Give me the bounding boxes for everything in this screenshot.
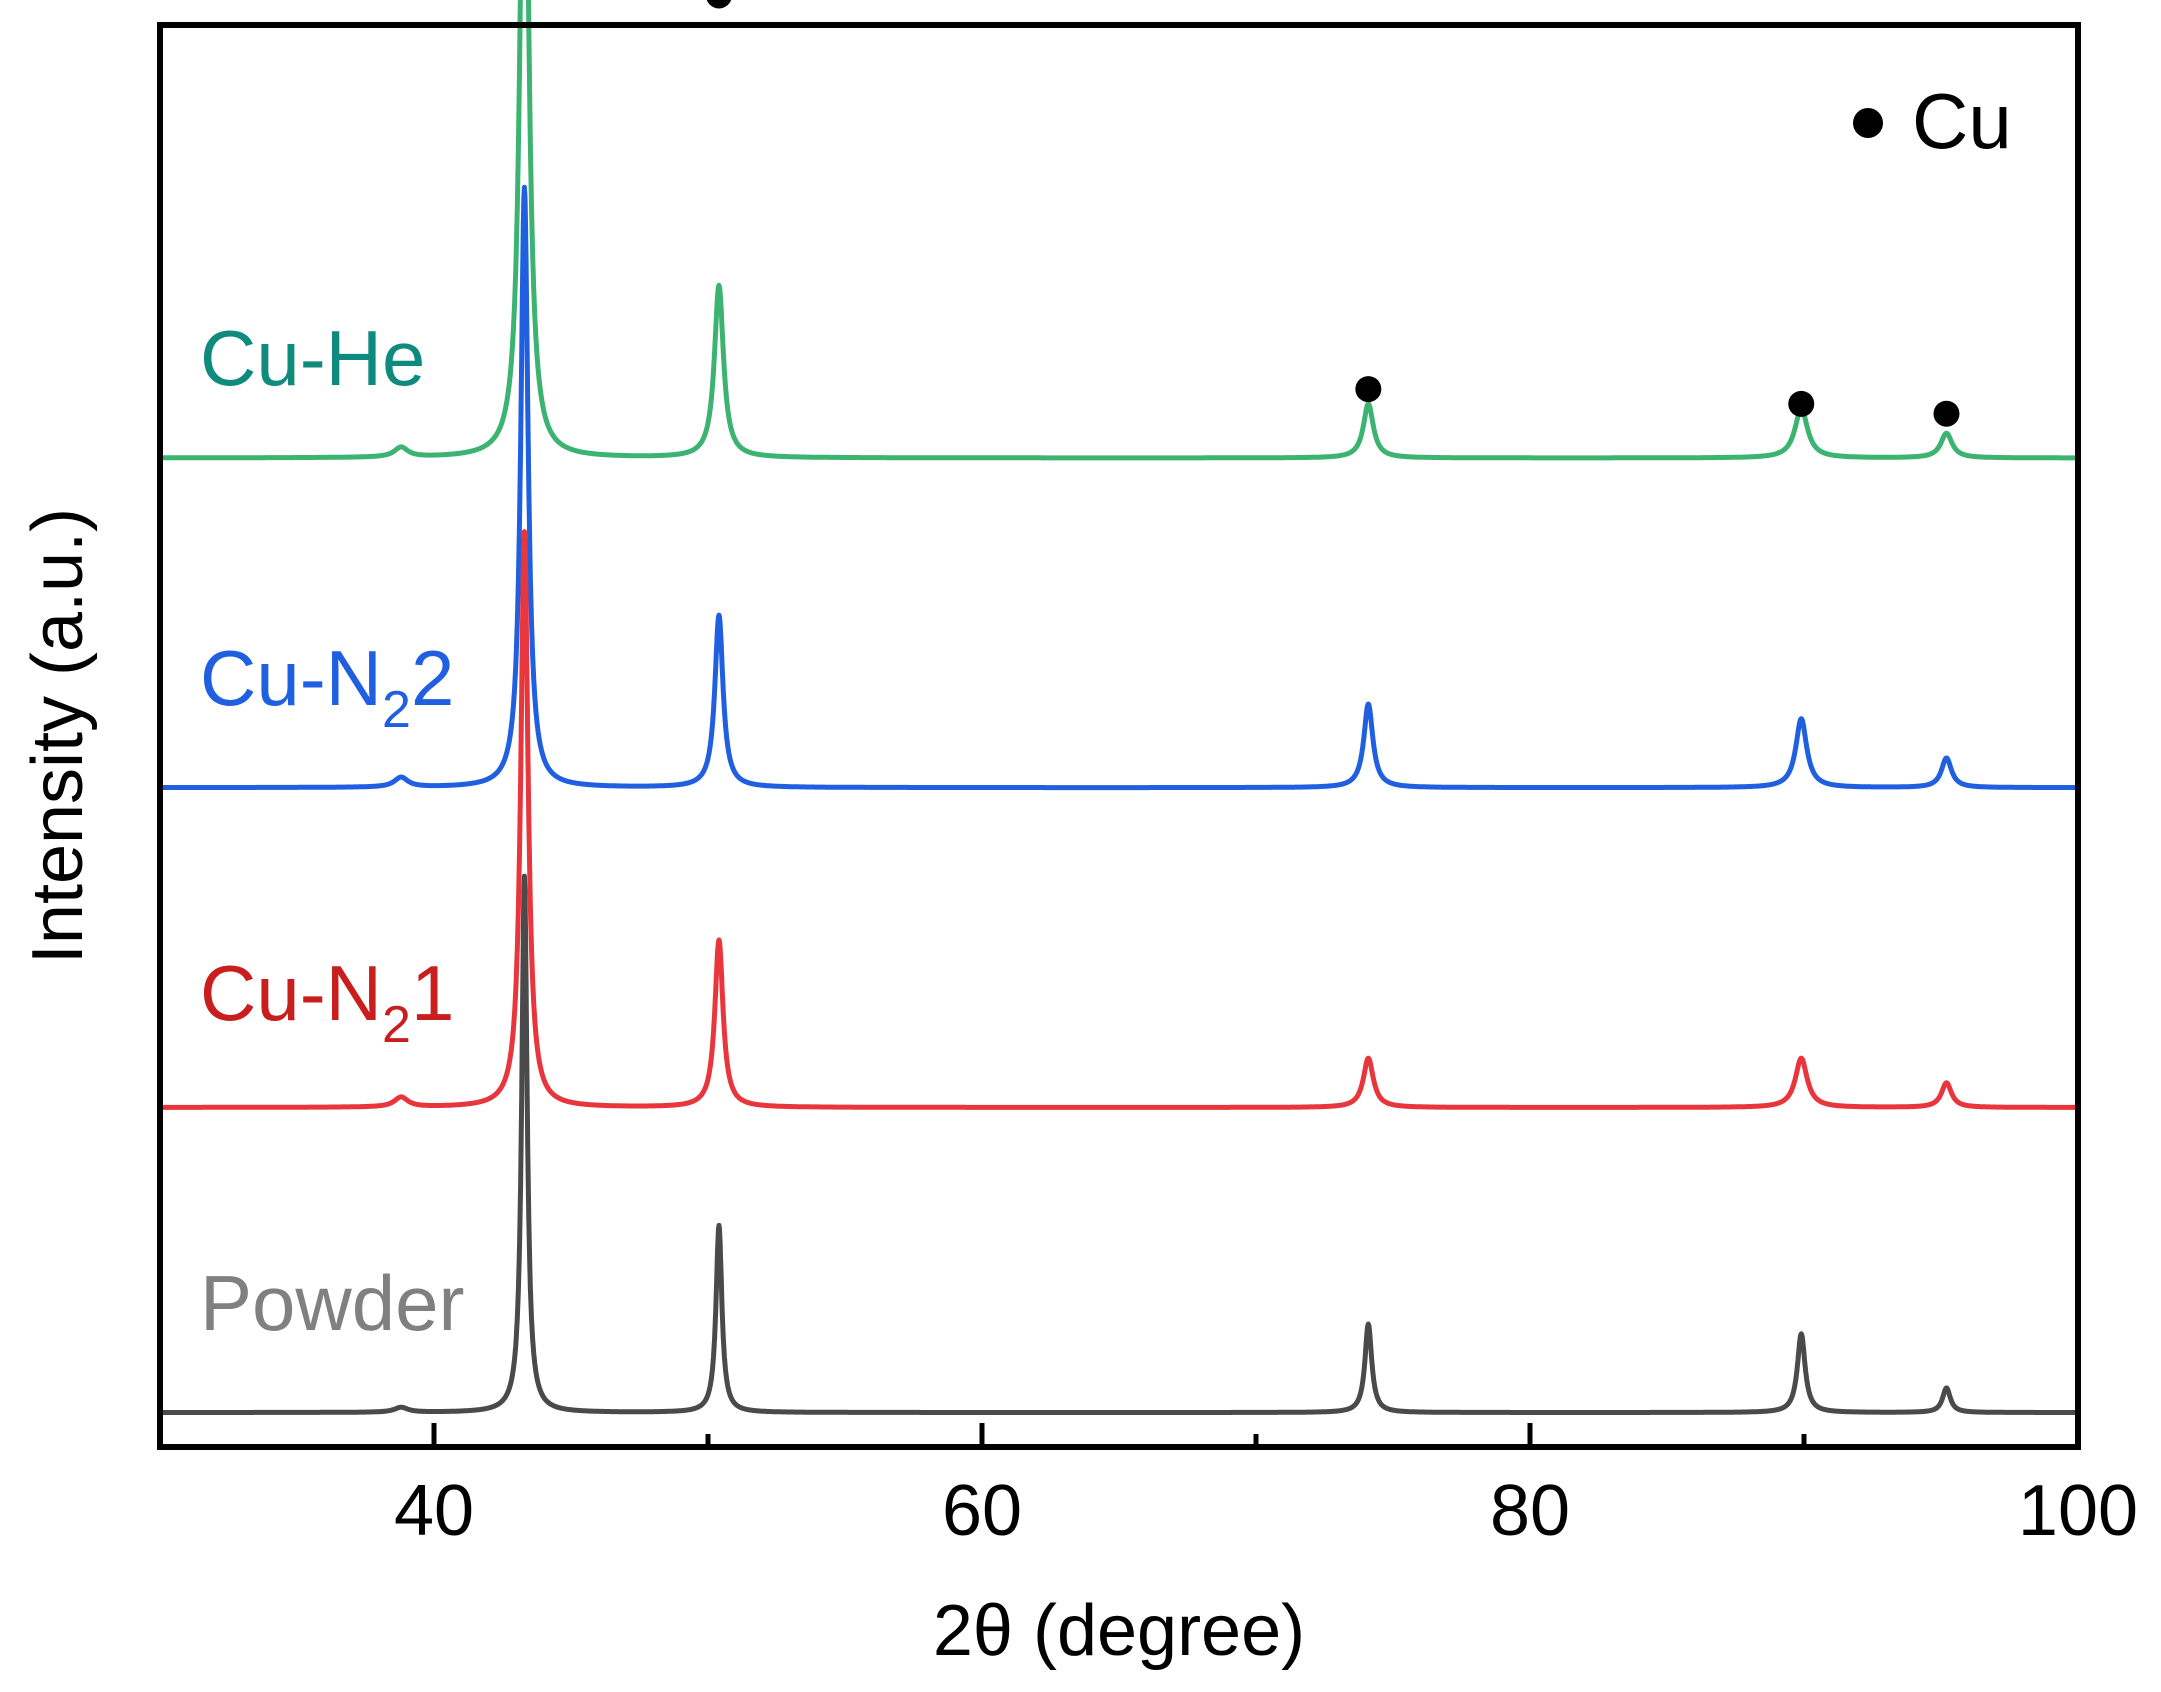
series-label-layer: Cu-He Cu-N22 Cu-N21 Powder bbox=[200, 314, 464, 1347]
series-label-cu-n2-1: Cu-N21 bbox=[200, 949, 454, 1054]
cu-peak-marker-3 bbox=[1355, 376, 1382, 403]
legend-label-cu: Cu bbox=[1912, 77, 2012, 165]
x-axis-title: 2θ (degree) bbox=[933, 1591, 1305, 1671]
cu-peak-marker-2 bbox=[706, 0, 732, 9]
x-tick-label-80: 80 bbox=[1490, 1471, 1570, 1551]
series-label-powder: Powder bbox=[200, 1259, 464, 1347]
cu-marker-layer bbox=[706, 0, 1960, 427]
x-tick-label-40: 40 bbox=[394, 1471, 474, 1551]
legend-marker-cu bbox=[1853, 108, 1883, 138]
series-label-cu-he: Cu-He bbox=[200, 314, 425, 402]
series-layer bbox=[158, 0, 2080, 1415]
cu-peak-marker-5 bbox=[1933, 400, 1960, 427]
cu-peak-marker-4 bbox=[1788, 390, 1815, 417]
series-line-cu-he bbox=[158, 0, 2080, 461]
plot-frame bbox=[157, 22, 2081, 1450]
series-label-cu-n2-2: Cu-N22 bbox=[200, 634, 454, 739]
series-line-cu-n2-2 bbox=[158, 184, 2080, 791]
x-axis: 40 60 80 100 bbox=[394, 1423, 2138, 1551]
legend: Cu bbox=[1853, 77, 2012, 165]
y-axis-title: Intensity (a.u.) bbox=[18, 508, 98, 964]
x-tick-label-60: 60 bbox=[942, 1471, 1022, 1551]
series-line-cu-n2-1 bbox=[158, 529, 2080, 1110]
series-line-powder bbox=[158, 873, 2080, 1415]
x-tick-label-100: 100 bbox=[2018, 1471, 2138, 1551]
